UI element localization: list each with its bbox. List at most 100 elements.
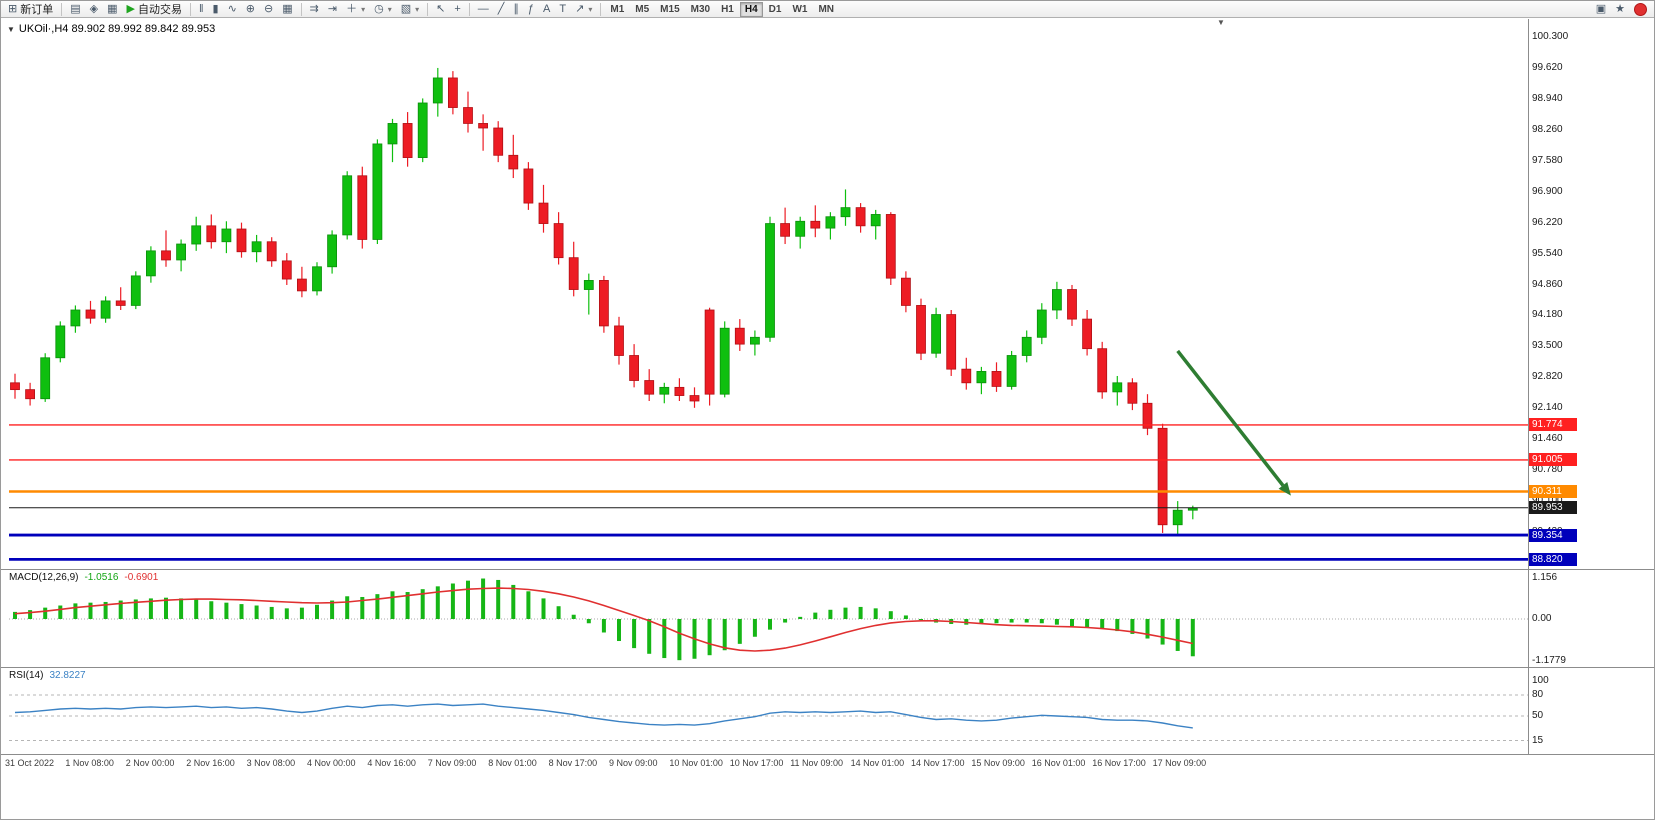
toolbar-separator (61, 2, 63, 16)
pane-splitter[interactable] (1, 567, 1654, 572)
chart-shift-icon: ⇥ (327, 2, 338, 15)
cursor-button[interactable]: ↖ (432, 2, 449, 17)
macd-histogram-bar (1160, 619, 1165, 645)
candle-bear (734, 327, 745, 345)
arrows-icon: ↗ (575, 2, 585, 15)
macd-histogram-bar (737, 619, 742, 644)
candle-bull (931, 314, 941, 354)
text-button[interactable]: A (539, 2, 554, 17)
right-icons-group: ▣ ★ (1592, 2, 1629, 17)
price-tick-label: 94.860 (1532, 278, 1563, 290)
macd-histogram-bar (919, 619, 923, 620)
navigator-button[interactable]: ◈ (86, 2, 102, 17)
macd-histogram-bar (526, 591, 531, 619)
time-axis-label: 8 Nov 01:00 (488, 758, 537, 768)
macd-histogram-bar (722, 619, 727, 651)
candle-bull (1036, 309, 1047, 338)
time-axis-label: 8 Nov 17:00 (548, 758, 598, 768)
trend-arrow-head[interactable] (1278, 482, 1291, 496)
crosshair-button[interactable]: + (450, 2, 464, 17)
periods-button[interactable]: ◷ ▾ (370, 2, 396, 17)
macd-histogram-bar (299, 607, 304, 619)
tile-windows-button[interactable]: ▦ (278, 2, 296, 17)
timeframe-m15-button[interactable]: M15 (655, 2, 684, 17)
macd-histogram-bar (541, 598, 546, 619)
time-axis-label: 17 Nov 09:00 (1152, 758, 1207, 768)
timeframe-mn-button[interactable]: MN (813, 2, 839, 17)
indicators-button[interactable]: ＋ ▾ (342, 2, 369, 17)
text-label-button[interactable]: T (555, 2, 570, 17)
chart-scroll-group: ⇉ ⇥ (306, 2, 341, 17)
terminal-button[interactable]: ▦ (103, 2, 121, 17)
macd-histogram-bar (1190, 619, 1195, 657)
trend-arrow-line[interactable] (1176, 349, 1285, 487)
macd-histogram-bar (873, 608, 878, 619)
time-axis-label: 7 Nov 09:00 (427, 758, 477, 768)
zoom-in-button[interactable]: ⊕ (242, 2, 259, 17)
macd-histogram-bar (858, 606, 863, 619)
macd-histogram-bar (707, 619, 712, 656)
macd-histogram-bar (224, 602, 229, 619)
pane-splitter[interactable] (1, 665, 1654, 670)
timeframe-m30-button[interactable]: M30 (686, 2, 715, 17)
time-axis-label: 31 Oct 2022 (5, 758, 55, 768)
fibonacci-button[interactable]: ƒ (524, 2, 538, 17)
zoom-out-button[interactable]: ⊖ (260, 2, 277, 17)
time-axis-label: 4 Nov 16:00 (367, 758, 416, 768)
time-axis-label: 2 Nov 00:00 (125, 758, 175, 768)
market-watch-button[interactable]: ▤ (66, 2, 84, 17)
templates-button[interactable]: ▧ ▾ (397, 2, 423, 17)
timeframe-m5-button[interactable]: M5 (630, 2, 654, 17)
rsi-line (14, 703, 1193, 729)
chart-symbol-title: ▼ UKOil·,H4 89.902 89.992 89.842 89.953 (7, 23, 215, 35)
macd-histogram-bar (647, 619, 652, 654)
zoom-in-icon: ⊕ (245, 2, 256, 15)
cursor-icon: ↖ (436, 2, 446, 15)
macd-scale-label: 0.00 (1532, 613, 1552, 624)
cursor-group: ↖ + (432, 2, 465, 17)
line-chart-button[interactable]: ∿ (224, 2, 241, 17)
price-level-badge: 91.005 (1529, 453, 1577, 467)
arrows-button[interactable]: ↗ ▾ (571, 2, 596, 17)
macd-histogram-bar (269, 606, 274, 619)
candle-bear (10, 382, 20, 391)
macd-histogram-bar (1100, 619, 1105, 629)
rsi-scale-label: 80 (1532, 689, 1544, 700)
timeframe-d1-button[interactable]: D1 (764, 2, 787, 17)
candle-bull (176, 243, 187, 261)
candle-bear (1157, 427, 1168, 526)
auto-trading-icon: ▶ (126, 2, 135, 15)
macd-histogram-bar (103, 601, 108, 619)
rsi-scale-label: 50 (1532, 710, 1544, 721)
macd-histogram-bar (209, 601, 214, 619)
terminal-icon: ▦ (107, 2, 118, 15)
macd-histogram-bar (345, 596, 350, 619)
chart-shift-button[interactable]: ⇥ (324, 2, 341, 17)
timeframe-h4-button[interactable]: H4 (739, 1, 763, 17)
notification-badge[interactable] (1634, 2, 1647, 16)
text-icon: A (543, 2, 551, 15)
auto-trading-button[interactable]: ▶ 自动交易 (123, 2, 186, 17)
chart-shift-marker[interactable]: ▼ (1217, 18, 1225, 27)
toolbar-separator (300, 2, 302, 16)
candle-bear (508, 154, 519, 170)
bar-chart-button[interactable]: ‖ (195, 2, 208, 17)
macd-histogram-bar (1130, 619, 1135, 634)
timeframe-w1-button[interactable]: W1 (787, 2, 812, 17)
price-tick-label: 100.300 (1532, 31, 1569, 42)
candle-bull (100, 300, 111, 319)
new-order-button[interactable]: ⊞ 新订单 (4, 2, 57, 17)
favorites-button[interactable]: ★ (1611, 2, 1629, 17)
macd-histogram-bar (1070, 619, 1074, 627)
channel-button[interactable]: ∥ (509, 2, 523, 17)
candle-bear (614, 325, 624, 356)
chart-list-button[interactable]: ▣ (1592, 2, 1610, 17)
timeframe-h1-button[interactable]: H1 (716, 2, 739, 17)
candlestick-chart-button[interactable]: ▮ (209, 2, 223, 17)
trendline-button[interactable]: ╱ (494, 2, 509, 17)
macd-histogram-bar (1085, 619, 1090, 628)
auto-scroll-button[interactable]: ⇉ (306, 2, 323, 17)
horizontal-line-button[interactable]: ― (474, 2, 493, 17)
timeframe-m1-button[interactable]: M1 (605, 2, 629, 17)
